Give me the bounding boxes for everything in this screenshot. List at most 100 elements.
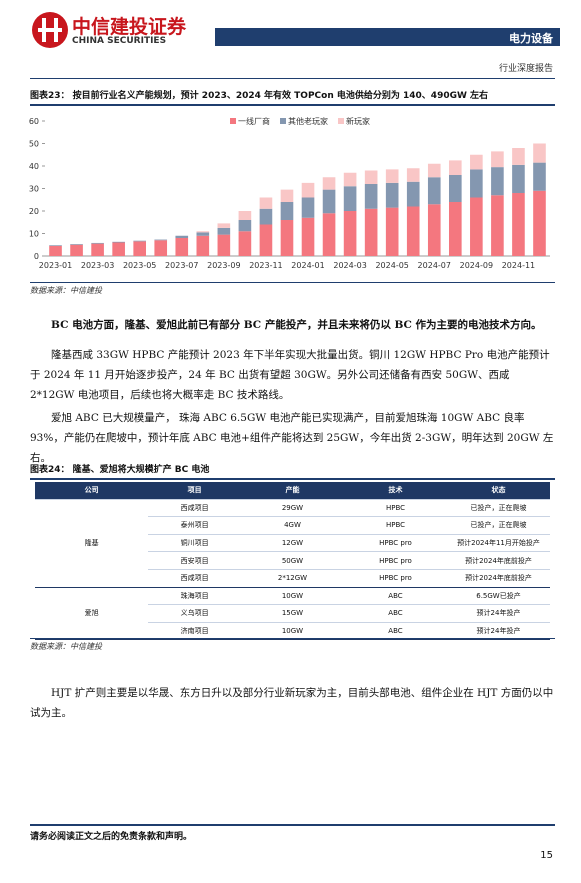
bar-segment bbox=[175, 238, 189, 256]
table-row: 铜川项目 12GW HPBC pro 预计2024年11月开始投产 bbox=[35, 534, 550, 553]
bar-segment bbox=[512, 148, 525, 165]
x-tick-label: 2024-01 bbox=[291, 261, 324, 270]
x-tick-label: 2024-05 bbox=[375, 261, 408, 270]
table-cell: 预计24年投产 bbox=[446, 622, 550, 641]
table-row: 西安项目 50GW HPBC pro 预计2024年底前投产 bbox=[35, 551, 550, 570]
column-header: 公司 bbox=[35, 482, 149, 500]
header-bar bbox=[215, 28, 560, 46]
bar-segment bbox=[238, 211, 252, 220]
chart: 0 10 20 30 40 50 60 2023-01 2023-03 2023-05 2023-0… bbox=[29, 116, 550, 270]
bar-segment bbox=[385, 207, 399, 256]
table-cell: HPBC bbox=[343, 499, 447, 518]
table-cell: 12GW bbox=[240, 534, 344, 553]
y-tick-label: 40 bbox=[29, 162, 39, 171]
legend-swatch bbox=[230, 118, 236, 124]
bar-segment bbox=[301, 197, 315, 218]
x-tick-label: 2023-11 bbox=[249, 261, 282, 270]
bar-segment bbox=[112, 241, 125, 243]
bar-segment bbox=[533, 162, 546, 191]
bar-segment bbox=[470, 169, 483, 198]
bar-segment bbox=[259, 197, 273, 209]
bar-segment bbox=[70, 244, 83, 256]
bar-segment bbox=[301, 182, 315, 198]
x-tick-label: 2024-07 bbox=[418, 261, 451, 270]
bar-segment bbox=[259, 224, 273, 256]
y-tick-label: 10 bbox=[29, 230, 39, 239]
table-cell: HPBC bbox=[343, 516, 447, 535]
bar-segment bbox=[196, 231, 210, 233]
bar-segment bbox=[385, 182, 399, 208]
bar-segment bbox=[470, 197, 483, 256]
bar-segment bbox=[491, 195, 504, 256]
bar-segment bbox=[449, 175, 462, 202]
table-cell: ABC bbox=[343, 622, 447, 641]
table-cell: HPBC pro bbox=[343, 551, 447, 570]
source: 数据来源：中信建投 bbox=[30, 286, 102, 295]
paragraph: BC 电池方面，隆基、爱旭此前已有部分 BC 产能投产，并且未来将仍以 BC 作… bbox=[51, 319, 542, 331]
x-tick-label: 2023-07 bbox=[165, 261, 198, 270]
bar-segment bbox=[470, 154, 483, 170]
bar-segment bbox=[133, 241, 146, 256]
y-tick-label: 30 bbox=[29, 185, 39, 194]
table-cell: 10GW bbox=[240, 587, 344, 606]
table-cell: 50GW bbox=[240, 551, 344, 570]
legend-label: 一线厂商 bbox=[238, 116, 270, 126]
bar-segment bbox=[364, 170, 378, 184]
bar-segment bbox=[196, 235, 210, 256]
bar-segment bbox=[406, 181, 420, 207]
table-row: 爱旭 珠海项目 10GW ABC 6.5GW已投产 bbox=[35, 587, 550, 641]
bar-segment bbox=[385, 169, 399, 183]
x-tick-label: 2023-01 bbox=[39, 261, 72, 270]
y-tick-label: 20 bbox=[29, 207, 39, 216]
bar-segment bbox=[196, 232, 210, 236]
bar-segment bbox=[280, 202, 294, 220]
table-cell: 铜川项目 bbox=[148, 534, 241, 553]
table-row: 隆基 西咸项目 29GW HPBC 已投产，正在爬坡 bbox=[35, 499, 550, 588]
x-tick-label: 2023-09 bbox=[207, 261, 240, 270]
bar-segment bbox=[343, 172, 357, 187]
table-cell: 10GW bbox=[240, 622, 344, 641]
bar-segment bbox=[217, 234, 231, 256]
page-number: 15 bbox=[540, 850, 553, 861]
bar-segment bbox=[70, 244, 83, 245]
table-cell: 济南项目 bbox=[148, 622, 241, 641]
table-cell: 义乌项目 bbox=[148, 604, 241, 623]
legend-swatch bbox=[280, 118, 286, 124]
table-cell: 29GW bbox=[240, 499, 344, 518]
bar-segment bbox=[533, 143, 546, 163]
paragraph: 爱旭 ABC 已大规模量产， 珠海 ABC 6.5GW 电池产能已实现满产，目前… bbox=[30, 412, 554, 464]
y-tick-label: 60 bbox=[29, 117, 39, 126]
column-header: 技术 bbox=[343, 482, 447, 500]
table-cell: 西咸项目 bbox=[148, 499, 241, 518]
logo bbox=[32, 12, 68, 48]
bar-segment bbox=[322, 189, 336, 214]
paragraph: 隆基西咸 33GW HPBC 产能预计 2023 年下半年实现大批量出货。铜川 … bbox=[30, 349, 550, 401]
bar-segment bbox=[406, 206, 420, 256]
table-cell: HPBC pro bbox=[343, 534, 447, 553]
bar-segment bbox=[301, 217, 315, 256]
table-row: 义乌项目 15GW ABC 预计24年投产 bbox=[35, 604, 550, 623]
table-cell: 已投产，正在爬坡 bbox=[446, 516, 550, 535]
header-row: 公司 项目 产能 技术 状态 bbox=[35, 482, 550, 500]
table-cell: ABC bbox=[343, 587, 447, 606]
table-cell: 15GW bbox=[240, 604, 344, 623]
bar-segment bbox=[238, 231, 252, 256]
bar-segment bbox=[364, 208, 378, 256]
table-cell: 预计2024年11月开始投产 bbox=[446, 534, 550, 553]
table-cell: 西咸项目 bbox=[148, 569, 241, 588]
figure-label: 图表24： bbox=[30, 465, 70, 475]
table-row: 济南项目 10GW ABC 预计24年投产 bbox=[35, 622, 550, 641]
y-tick-label: 50 bbox=[29, 140, 39, 149]
bar-segment bbox=[91, 243, 104, 256]
bar-segment bbox=[427, 204, 441, 256]
company-cell: 爱旭 bbox=[35, 587, 149, 641]
bar-segment bbox=[322, 177, 336, 190]
figure-label: 图表23： bbox=[30, 91, 70, 101]
bar-segment bbox=[91, 242, 104, 244]
bar-segment bbox=[133, 240, 146, 242]
bar-segment bbox=[512, 164, 525, 193]
figure-caption: 按目前行业名义产能规划，预计 2023、2024 年有效 TOPCon 电池供给… bbox=[72, 91, 489, 101]
table-cell: 预计2024年底前投产 bbox=[446, 569, 550, 588]
column-header: 产能 bbox=[240, 482, 344, 500]
